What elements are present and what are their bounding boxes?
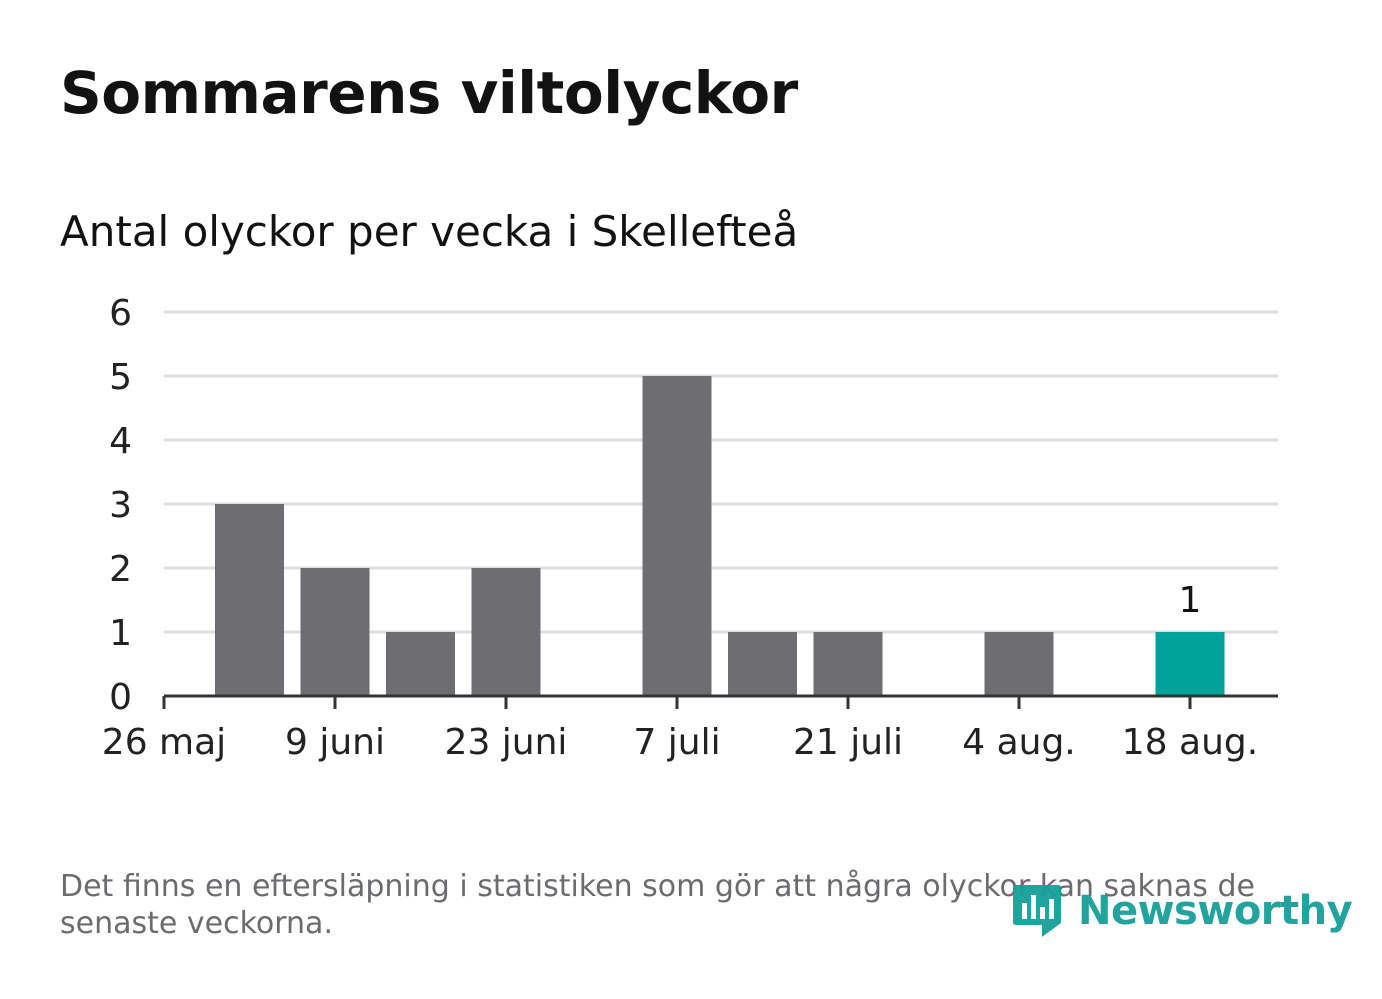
chart-title: Sommarens viltolyckor bbox=[60, 59, 798, 127]
y-tick-label: 2 bbox=[109, 549, 132, 590]
bar bbox=[642, 376, 712, 696]
x-axis-ticks: 26 maj 9 juni 23 juni 7 juli 21 juli 4 aug. 18… bbox=[102, 696, 1258, 763]
bar bbox=[386, 632, 455, 696]
bar-chart: 0 1 2 3 4 5 6 26 maj 9 juni 23 juni 7 juli 21 juli… bbox=[102, 293, 1278, 763]
y-tick-label: 0 bbox=[109, 677, 132, 718]
newsworthy-logo-icon bbox=[1013, 885, 1061, 937]
bar bbox=[215, 504, 284, 696]
data-label: 1 bbox=[1179, 580, 1202, 621]
x-tick-label: 4 aug. bbox=[962, 722, 1076, 763]
bars bbox=[215, 376, 1225, 696]
y-tick-label: 5 bbox=[109, 357, 132, 398]
newsworthy-logo: Newsworthy bbox=[1012, 880, 1353, 942]
y-tick-label: 4 bbox=[109, 421, 132, 462]
x-tick-label: 26 maj bbox=[102, 722, 226, 763]
logo-text: Newsworthy bbox=[1078, 888, 1353, 934]
bar-highlight bbox=[1155, 632, 1225, 696]
y-tick-label: 6 bbox=[109, 293, 132, 334]
bar bbox=[300, 568, 370, 696]
y-tick-label: 3 bbox=[109, 485, 132, 526]
x-tick-label: 7 juli bbox=[633, 722, 720, 763]
bar bbox=[813, 632, 883, 696]
bar bbox=[471, 568, 541, 696]
y-axis-ticks: 0 1 2 3 4 5 6 bbox=[109, 293, 132, 718]
x-tick-label: 18 aug. bbox=[1122, 722, 1258, 763]
bar bbox=[984, 632, 1054, 696]
bar bbox=[728, 632, 797, 696]
x-tick-label: 23 juni bbox=[445, 722, 568, 763]
data-labels: 1 bbox=[1179, 580, 1202, 621]
x-tick-label: 9 juni bbox=[285, 722, 385, 763]
chart-subtitle: Antal olyckor per vecka i Skellefteå bbox=[60, 207, 799, 256]
y-tick-label: 1 bbox=[109, 613, 132, 654]
x-tick-label: 21 juli bbox=[793, 722, 903, 763]
